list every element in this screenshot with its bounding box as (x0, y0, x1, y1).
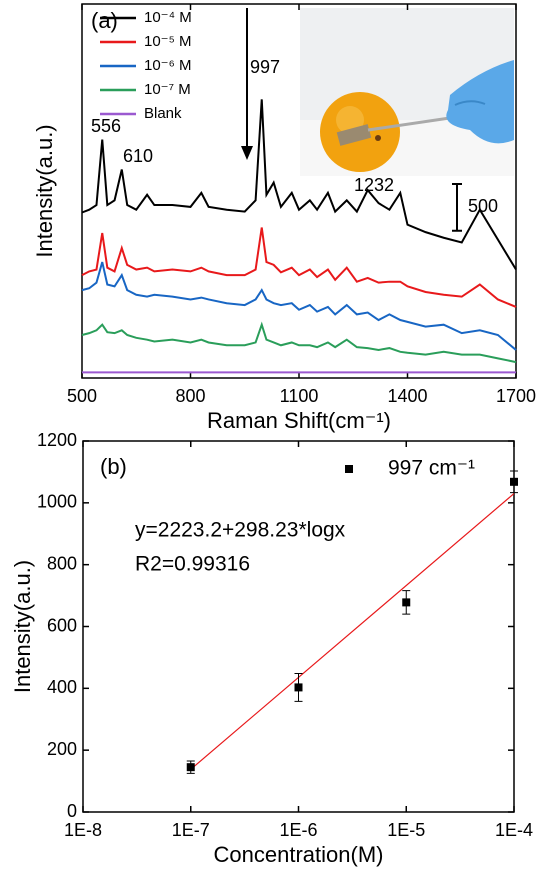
y-tick-label: 800 (47, 553, 77, 573)
x-tick-label: 1E-7 (172, 820, 210, 840)
peak-label: 556 (91, 116, 121, 136)
y-tick-label: 0 (67, 801, 77, 821)
spectrum-line (81, 227, 517, 308)
legend-label: 10⁻⁵ M (144, 33, 191, 50)
peak-label: 997 (250, 57, 280, 77)
panel-label: (a) (91, 8, 118, 33)
plot-frame (82, 440, 515, 813)
y-tick-label: 1000 (37, 492, 77, 512)
scale-bar-label: 500 (468, 196, 498, 216)
equation: y=2223.2+298.23*logx (135, 519, 346, 542)
legend-label: 10⁻⁷ M (144, 81, 191, 98)
x-tick-label: 1E-5 (387, 820, 425, 840)
x-tick-label: 1E-4 (495, 820, 533, 840)
inset-photo (300, 8, 514, 176)
x-tick-label: 500 (67, 386, 97, 406)
data-point (402, 598, 411, 607)
r-squared: R2=0.99316 (135, 553, 250, 576)
x-tick-label: 1700 (496, 386, 536, 406)
x-tick-label: 1E-8 (64, 820, 102, 840)
y-axis-label: Intensity(a.u.) (32, 124, 57, 257)
data-point (294, 683, 303, 692)
legend-label: 10⁻⁶ M (144, 57, 191, 74)
y-tick-label: 600 (47, 615, 77, 635)
x-tick-label: 1E-6 (279, 820, 317, 840)
x-tick-label: 1100 (280, 386, 319, 406)
legend-label: Blank (144, 105, 182, 122)
spectrum-line (81, 261, 517, 351)
x-tick-label: 800 (175, 386, 205, 406)
y-tick-label: 400 (47, 677, 77, 697)
spectrum-line (81, 99, 517, 271)
data-point (510, 477, 518, 486)
spectrum-line (81, 321, 517, 364)
y-tick-label: 1200 (37, 430, 77, 450)
legend-label: 10⁻⁴ M (144, 9, 192, 26)
peak-label: 1232 (354, 175, 394, 195)
y-axis-label: Intensity(a.u.) (10, 560, 35, 693)
peak-label: 610 (123, 146, 153, 166)
data-point (186, 763, 195, 772)
legend-label: 997 cm⁻¹ (388, 457, 475, 480)
legend-arrow-head (241, 146, 253, 160)
legend-marker (345, 465, 353, 473)
x-axis-label: Concentration(M) (214, 842, 384, 867)
x-tick-label: 1400 (387, 386, 427, 406)
panel-label: (b) (100, 454, 127, 479)
fit-line (190, 493, 515, 770)
x-axis-label: Raman Shift(cm⁻¹) (207, 408, 391, 433)
y-tick-label: 200 (47, 739, 77, 759)
